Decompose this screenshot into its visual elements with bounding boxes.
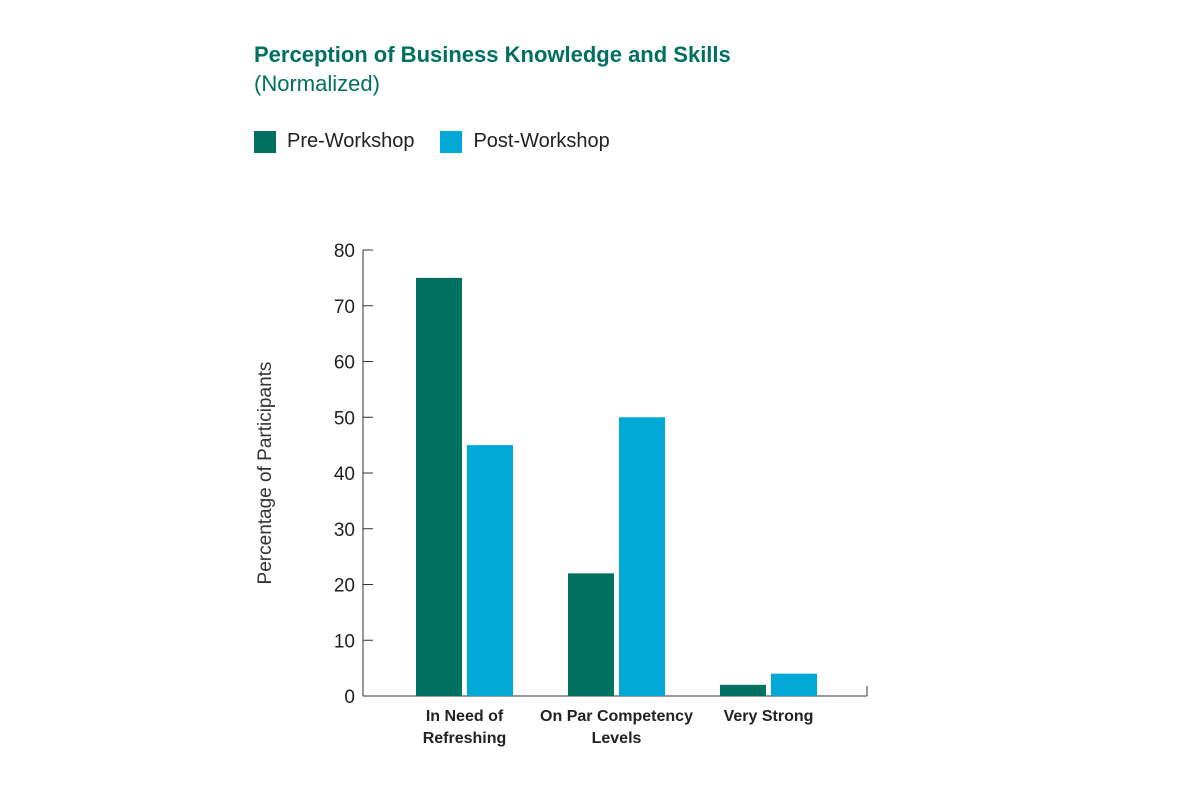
- y-tick-label-80: 80: [334, 241, 355, 262]
- bar-post-workshop-very-strong: [771, 673, 817, 696]
- x-tick-label-on-par-competency-levels-line-1: On Par Competency: [540, 708, 693, 725]
- bar-post-workshop-on-par-competency-levels: [619, 417, 665, 696]
- bar-pre-workshop-very-strong: [720, 684, 766, 696]
- x-tick-label-in-need-of-refreshing-line-2: Refreshing: [423, 730, 507, 747]
- legend-swatch-post-workshop: [440, 130, 463, 153]
- y-tick-label-40: 40: [334, 464, 355, 485]
- legend-label-post-workshop: Post-Workshop: [473, 130, 610, 152]
- y-tick-label-60: 60: [334, 353, 355, 374]
- y-axis-title: Percentage of Participants: [255, 362, 276, 585]
- bar-pre-workshop-in-need-of-refreshing: [416, 277, 462, 696]
- y-tick-label-30: 30: [334, 520, 355, 541]
- bar-pre-workshop-on-par-competency-levels: [568, 573, 614, 696]
- y-tick-label-50: 50: [334, 408, 355, 429]
- bar-post-workshop-in-need-of-refreshing: [467, 445, 513, 696]
- legend: Pre-Workshop Post-Workshop: [254, 130, 636, 153]
- x-tick-label-very-strong-line-1: Very Strong: [724, 708, 814, 725]
- y-tick-label-70: 70: [334, 297, 355, 318]
- x-tick-label-in-need-of-refreshing-line-1: In Need of: [426, 708, 504, 725]
- y-tick-label-0: 0: [344, 687, 355, 708]
- labels: 0 10 20 30 40 50 60 70 80 Percentage of Participa…: [255, 241, 813, 747]
- legend-item-pre-workshop: Pre-Workshop: [254, 130, 414, 153]
- y-tick-label-10: 10: [334, 631, 355, 652]
- legend-swatch-pre-workshop: [254, 130, 276, 153]
- bars: [416, 277, 817, 696]
- chart-title: Perception of Business Knowledge and Ski…: [254, 42, 731, 67]
- x-tick-label-on-par-competency-levels-line-2: Levels: [592, 730, 642, 747]
- y-tick-label-20: 20: [334, 576, 355, 597]
- chart-subtitle: (Normalized): [254, 71, 380, 96]
- legend-item-post-workshop: Post-Workshop: [440, 130, 610, 153]
- legend-label-pre-workshop: Pre-Workshop: [287, 130, 415, 152]
